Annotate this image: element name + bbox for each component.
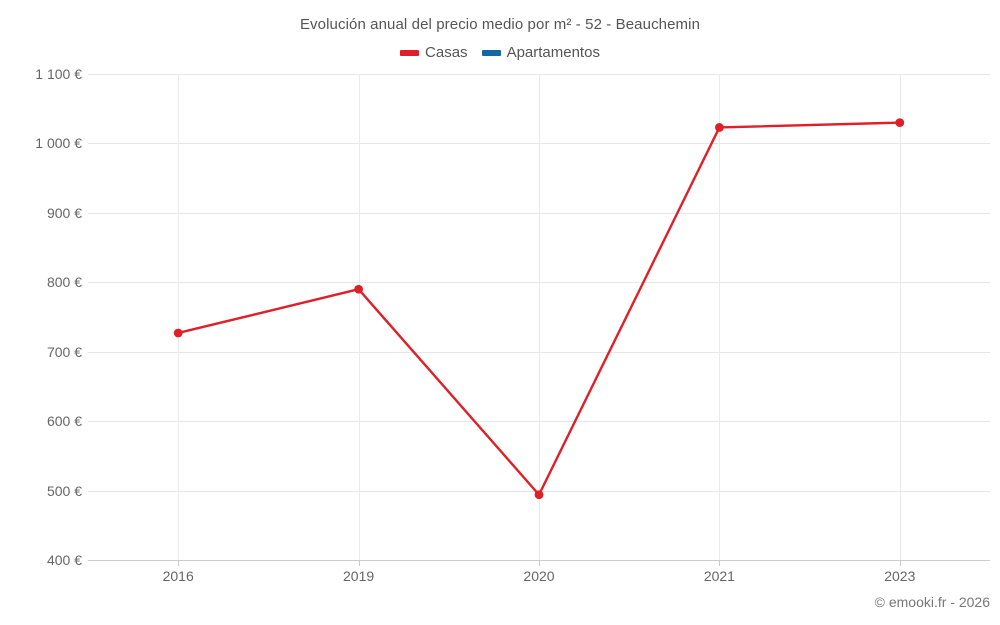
y-axis-tick-label: 400 € (46, 552, 82, 568)
legend-item-casas[interactable]: Casas (400, 44, 468, 61)
x-axis-tick (539, 560, 540, 566)
legend-swatch-casas (400, 49, 420, 56)
gridline-vertical (178, 74, 180, 560)
y-axis-tick-label: 700 € (46, 343, 82, 360)
gridline-vertical (719, 74, 721, 560)
gridline-vertical (539, 74, 540, 560)
gridline-vertical (899, 74, 901, 560)
gridline-vertical (358, 74, 360, 560)
y-axis-tick-label: 800 € (46, 274, 82, 291)
x-axis-tick-label: 2016 (162, 568, 194, 584)
plot-area (88, 74, 990, 561)
y-axis-tick-label: 1 100 € (35, 66, 82, 82)
y-axis-tick-label: 900 € (46, 204, 82, 221)
footer-credit: © emooki.fr - 2026 (874, 594, 990, 610)
y-axis-tick-label: 1 000 € (35, 135, 82, 152)
x-axis-tick (899, 560, 901, 566)
chart-title: Evolución anual del precio medio por m² … (299, 16, 701, 33)
y-axis-tick-label: 500 € (46, 482, 82, 499)
y-axis: 1 100 € 1 000 € 900 € 800 € 700 € 600 € 500 € 4… (0, 0, 82, 625)
y-axis-tick-label: 600 € (46, 413, 82, 430)
legend-label-casas: Casas (425, 44, 468, 61)
x-axis-tick (358, 560, 360, 566)
x-axis-tick-label: 2021 (703, 568, 735, 584)
legend-label-apartamentos: Apartamentos (506, 44, 600, 61)
x-axis-tick-label: 2019 (343, 568, 375, 584)
x-axis-tick (178, 560, 180, 566)
chart-legend: Casas Apartamentos (0, 44, 1000, 61)
x-axis-tick-label: 2020 (523, 568, 555, 584)
legend-item-apartamentos[interactable]: Apartamentos (481, 44, 600, 61)
x-axis-tick-label: 2023 (884, 568, 916, 584)
legend-swatch-apartamentos (481, 49, 501, 56)
x-axis-tick (719, 560, 721, 566)
